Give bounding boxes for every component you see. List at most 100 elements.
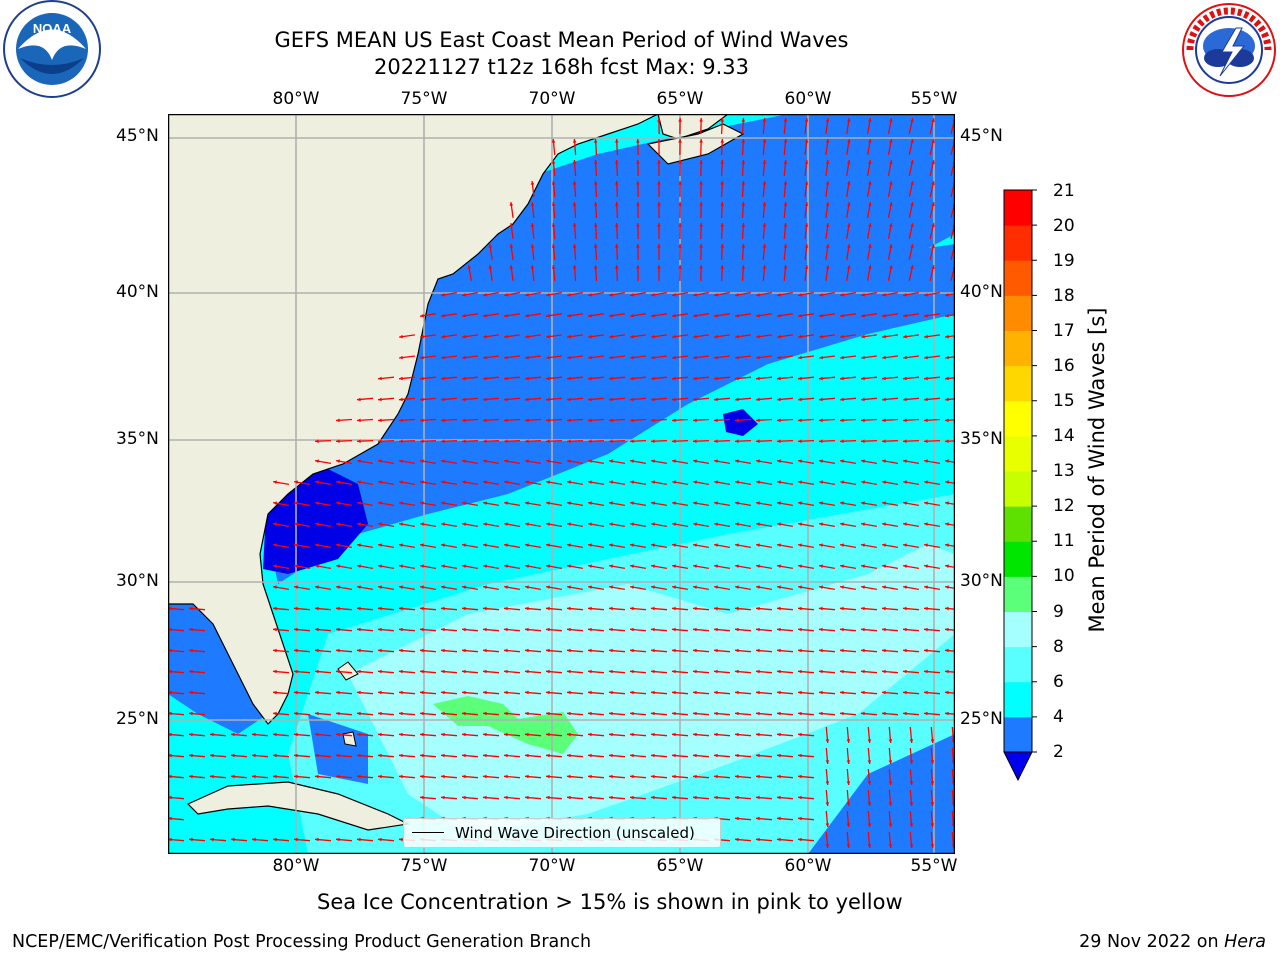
wind-wave-arrowhead: [868, 160, 872, 164]
wind-wave-arrowhead: [735, 293, 739, 297]
wind-wave-arrowhead: [868, 202, 872, 206]
wind-wave-arrowhead: [672, 355, 676, 360]
ocean-band-2-4-mid: [268, 244, 955, 584]
wind-wave-arrowhead: [756, 837, 760, 842]
wind-wave-arrowhead: [504, 648, 508, 653]
wind-wave-arrowhead: [756, 816, 760, 821]
wind-wave-arrowhead: [889, 139, 893, 143]
wind-wave-arrowhead: [909, 760, 914, 764]
wind-wave-arrowhead: [567, 334, 571, 339]
wind-wave-arrowhead: [945, 313, 949, 318]
wind-wave-arrowhead: [609, 711, 613, 716]
wind-wave-arrowhead: [930, 781, 935, 785]
wind-wave-arrowhead: [294, 522, 298, 526]
wind-wave-arrowhead: [551, 244, 556, 248]
wind-wave-arrowhead: [714, 753, 718, 758]
wind-wave-arrowhead: [798, 816, 802, 821]
wind-wave-arrowhead: [861, 397, 865, 402]
wind-wave-arrowhead: [462, 774, 466, 779]
colorbar-tick-14: 14: [1053, 426, 1075, 446]
colorbar-segment: [1004, 225, 1032, 261]
wind-wave-arrowhead: [609, 293, 613, 297]
wind-wave-arrowhead: [903, 522, 907, 526]
wind-wave-arrowhead: [168, 606, 172, 611]
wind-wave-arrowhead: [357, 543, 361, 547]
wind-wave-arrowhead: [378, 480, 382, 484]
colorbar-tick-9: 9: [1053, 602, 1064, 622]
wind-wave-arrowhead: [336, 648, 340, 653]
wind-wave-arrowhead: [678, 244, 682, 248]
lat-label-left-45n: 45°N: [116, 126, 159, 146]
wind-wave-arrowhead: [504, 293, 508, 297]
wind-wave-arrowhead: [672, 543, 676, 547]
wind-wave-arrowhead: [378, 837, 382, 842]
wind-wave-arrowhead: [651, 564, 655, 568]
wind-wave-arrowhead: [567, 753, 571, 758]
wind-wave-arrowhead: [420, 711, 424, 716]
wind-wave-arrowhead: [357, 522, 361, 526]
wind-wave-arrowhead: [441, 732, 445, 737]
wind-wave-arrowhead: [420, 376, 424, 381]
wind-wave-arrowhead: [756, 397, 760, 402]
wind-wave-arrowhead: [462, 480, 466, 484]
wind-wave-arrowhead: [651, 669, 655, 674]
colorbar-segment: [1004, 365, 1032, 402]
colorbar-tick-11: 11: [1053, 531, 1075, 551]
wind-wave-arrowhead: [840, 480, 844, 484]
wind-wave-arrowhead: [924, 627, 928, 632]
wind-wave-arrowhead: [903, 376, 907, 381]
wind-wave-arrowhead: [678, 223, 682, 227]
wind-wave-arrowhead: [441, 293, 445, 297]
wind-wave-arrowhead: [945, 397, 949, 402]
wind-wave-arrowhead: [357, 501, 361, 505]
wind-wave-arrowhead: [693, 648, 697, 653]
wind-wave-arrowhead: [504, 564, 508, 568]
wind-wave-arrowhead: [861, 313, 865, 318]
wind-wave-arrowhead: [588, 439, 592, 443]
wind-wave-arrowhead: [945, 711, 949, 716]
wind-wave-arrowhead: [945, 293, 949, 297]
wind-wave-arrowhead: [672, 774, 676, 779]
wind-wave-arrowhead: [588, 334, 592, 339]
wind-wave-arrowhead: [525, 459, 529, 463]
wind-wave-arrowhead: [678, 265, 682, 269]
wind-wave-arrowhead: [693, 627, 697, 632]
wind-wave-arrowhead: [924, 690, 928, 695]
wind-wave-arrowhead: [882, 606, 886, 611]
wind-wave-arrowhead: [378, 585, 382, 589]
wind-wave-arrowhead: [861, 439, 865, 443]
wind-wave-arrowhead: [903, 627, 907, 632]
wind-wave-arrowhead: [825, 244, 830, 248]
wind-wave-arrowhead: [861, 522, 865, 526]
wind-wave-arrowhead: [483, 753, 487, 758]
wind-wave-arrowhead: [525, 585, 529, 589]
wind-wave-arrowhead: [567, 459, 571, 463]
wind-wave-arrowhead: [819, 690, 823, 695]
wind-wave-arrowhead: [672, 293, 676, 297]
wind-wave-arrowhead: [441, 397, 445, 402]
wind-wave-arrowhead: [931, 139, 935, 144]
wind-wave-arrowhead: [483, 711, 487, 716]
wind-wave-arrowhead: [931, 181, 935, 186]
wind-wave-arrowhead: [825, 139, 830, 143]
wind-wave-arrowhead: [735, 376, 739, 381]
wind-wave-arrowhead: [888, 760, 893, 764]
wind-wave-arrowhead: [840, 313, 844, 318]
wind-wave-arrowhead: [294, 690, 298, 695]
wind-wave-arrowhead: [420, 313, 424, 318]
wind-wave-arrowhead: [483, 774, 487, 779]
wind-wave-arrowhead: [840, 334, 844, 339]
wind-wave-arrowhead: [882, 459, 886, 463]
wind-wave-arrowhead: [762, 160, 767, 164]
wind-wave-arrowhead: [504, 690, 508, 695]
footer-machine: Hera: [1224, 932, 1266, 952]
wind-wave-arrowhead: [504, 711, 508, 716]
wind-wave-arrowhead: [588, 480, 592, 484]
wind-wave-arrowhead: [525, 606, 529, 611]
wind-wave-arrowhead: [693, 480, 697, 484]
wind-wave-arrowhead: [588, 397, 592, 402]
wind-wave-arrowhead: [609, 564, 613, 568]
wind-wave-arrowhead: [294, 627, 298, 632]
wind-wave-arrowhead: [861, 376, 865, 381]
wind-wave-arrowhead: [756, 711, 760, 716]
